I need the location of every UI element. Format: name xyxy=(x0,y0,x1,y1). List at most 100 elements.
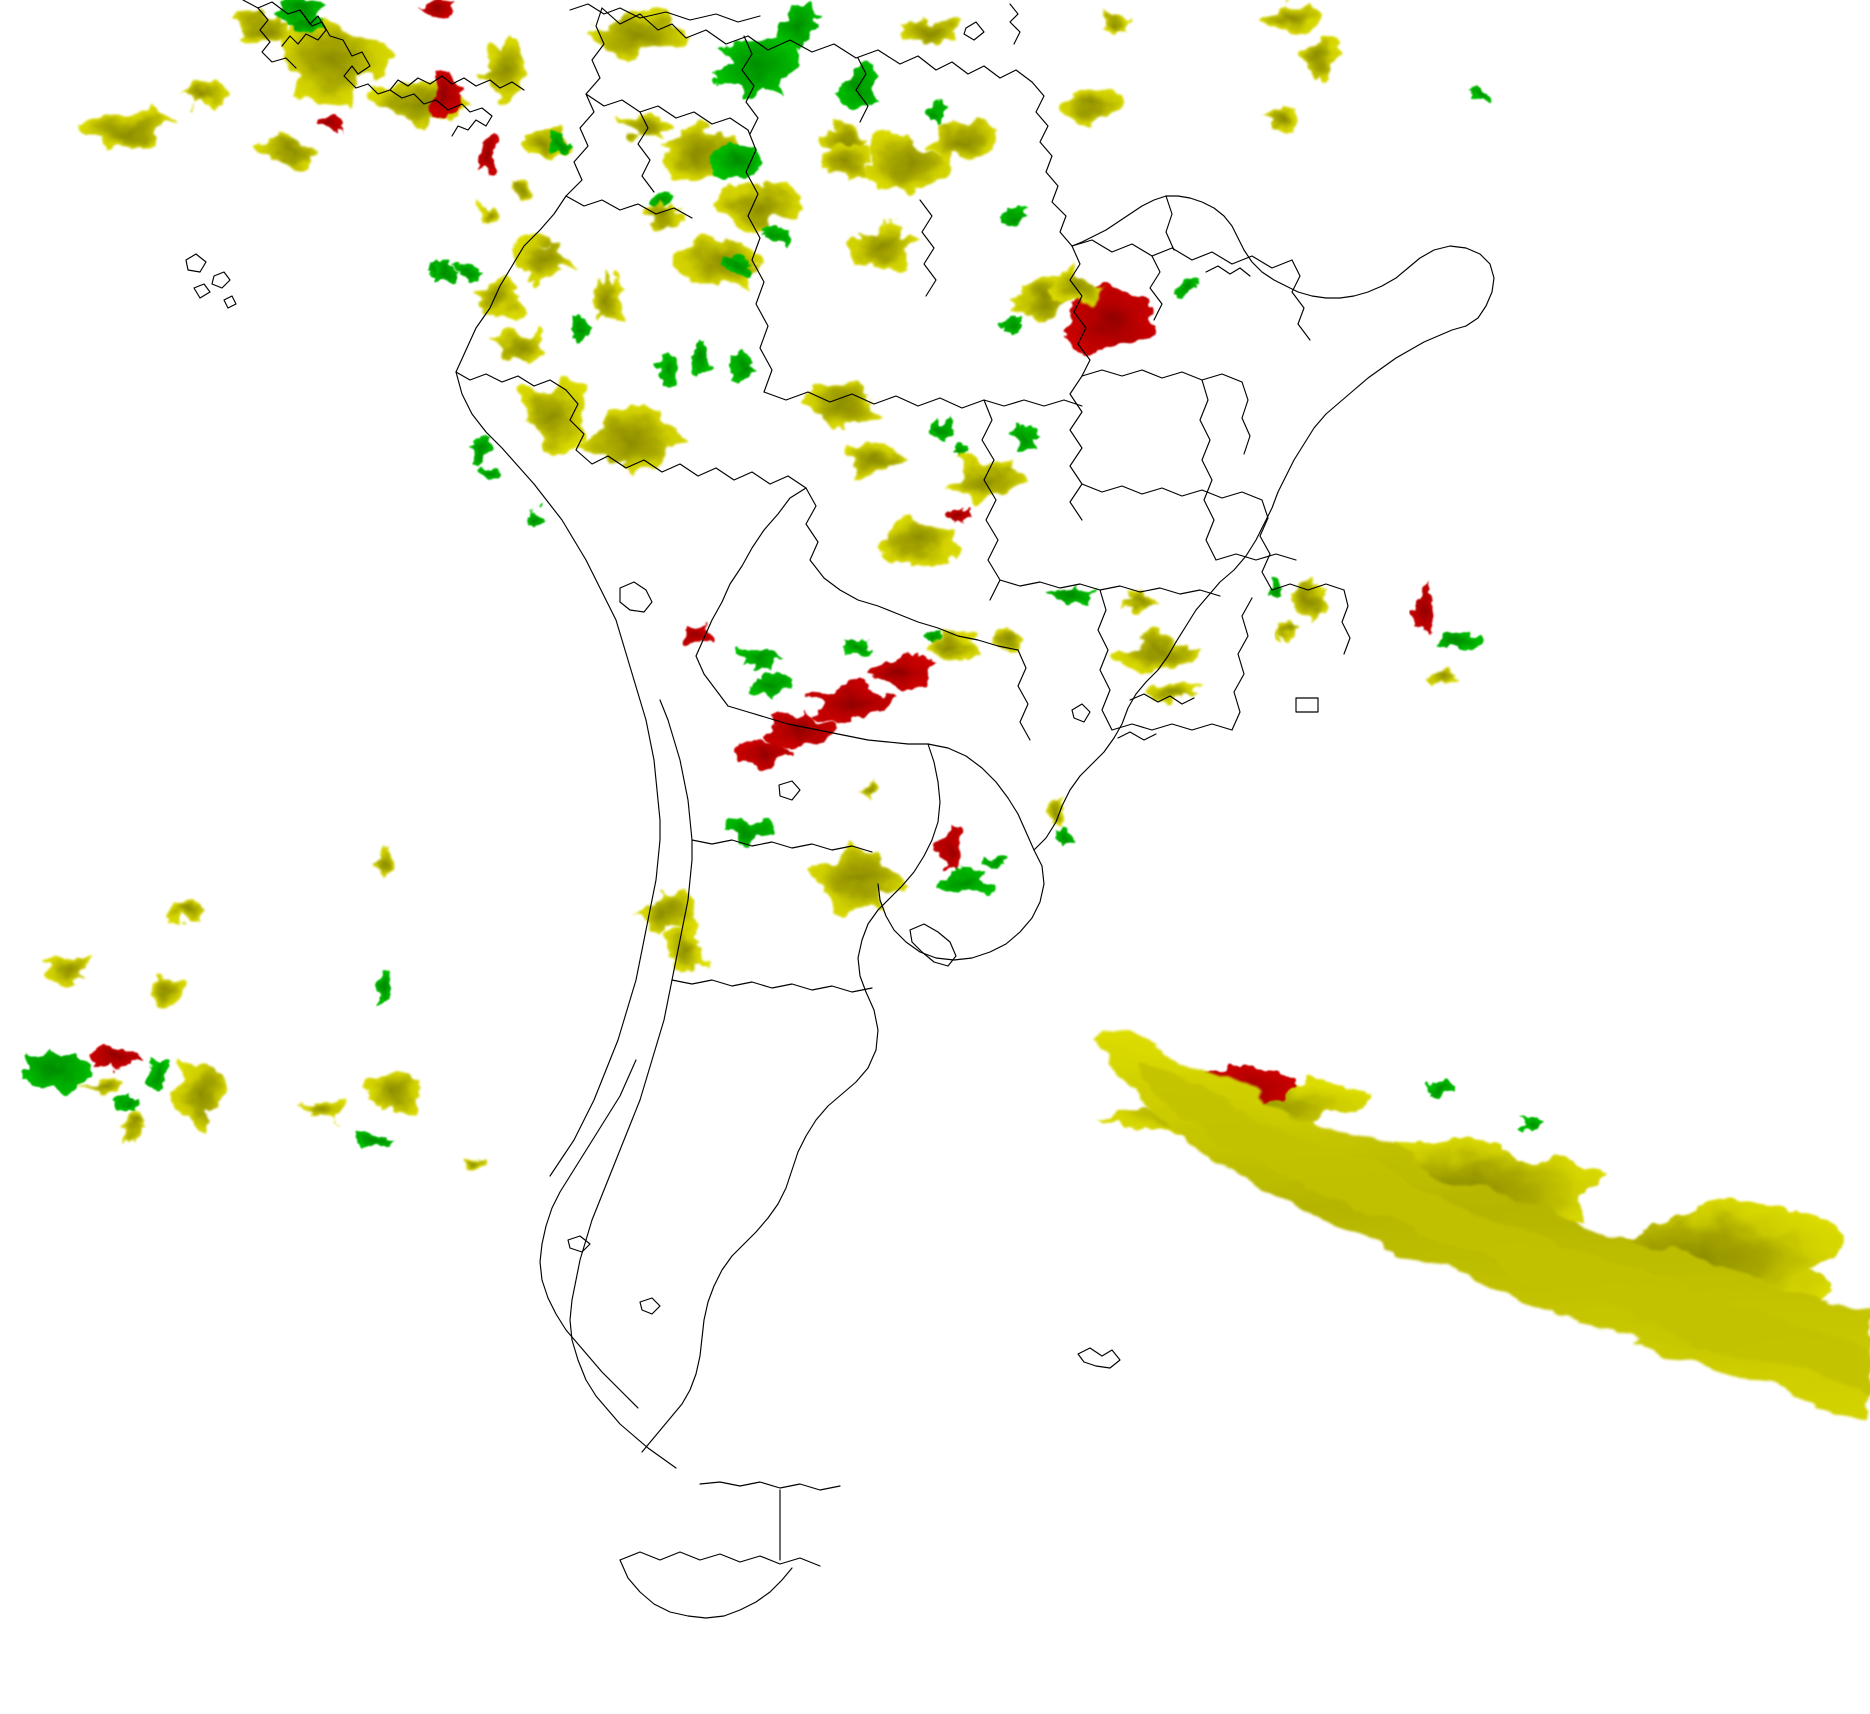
border-colombia-west xyxy=(455,7,605,373)
border-brz-state-11 xyxy=(1341,589,1351,655)
cluster-strong xyxy=(715,34,798,98)
cluster-severe xyxy=(1414,584,1433,636)
cluster-strong xyxy=(713,144,764,178)
border-paraguay-argentina xyxy=(857,743,941,993)
border-coast-detail-n xyxy=(1205,265,1251,277)
cluster-strong xyxy=(1469,86,1491,104)
cluster-strong xyxy=(982,855,1007,868)
cluster-strong xyxy=(691,338,710,375)
border-brz-state-7 xyxy=(1111,723,1233,731)
cluster-severe xyxy=(765,710,836,750)
border-tierra-del-fuego xyxy=(619,1551,821,1567)
border-trinidad xyxy=(963,21,985,41)
cluster-strong xyxy=(922,100,948,127)
cluster-strong xyxy=(1437,630,1481,652)
border-caribbean-islands xyxy=(569,3,761,23)
border-venezuela-interior2 xyxy=(855,57,869,123)
cluster-moderate xyxy=(819,141,873,184)
frontal-band-layer xyxy=(1098,1030,1870,1420)
cluster-moderate xyxy=(1145,681,1201,706)
cluster-strong xyxy=(841,638,875,655)
cluster-moderate xyxy=(45,953,96,987)
cluster-moderate xyxy=(473,281,525,320)
border-brazil-ne-coast xyxy=(1165,195,1495,327)
border-patagonia-fjords xyxy=(539,1059,639,1409)
cluster-strong xyxy=(376,966,394,1007)
border-amazonas-state xyxy=(745,129,773,393)
cluster-strong xyxy=(568,317,591,344)
border-colombia-brazil xyxy=(585,93,749,131)
border-peru-brazil xyxy=(565,389,807,489)
border-lake-small xyxy=(778,780,801,801)
border-brz-state-10 xyxy=(1271,583,1345,591)
cluster-moderate xyxy=(1429,669,1461,686)
border-colombia-interior xyxy=(637,111,655,193)
cluster-severe xyxy=(866,653,933,691)
cluster-moderate xyxy=(1046,796,1066,828)
cluster-strong xyxy=(1056,829,1073,847)
cluster-moderate xyxy=(929,114,995,167)
border-panama-coast xyxy=(389,75,525,91)
border-suriname-fguiana xyxy=(1149,255,1163,321)
cluster-moderate xyxy=(811,841,908,914)
border-brz-state-15 xyxy=(1165,195,1175,251)
cluster-severe xyxy=(808,682,897,723)
cluster-strong xyxy=(763,225,789,246)
frontal-band-core xyxy=(1140,1060,1870,1396)
border-brazil-north-coast xyxy=(1071,195,1167,247)
cluster-strong xyxy=(356,1132,396,1148)
cluster-strong xyxy=(432,260,461,283)
cluster-strong xyxy=(734,645,784,671)
border-patagonia-detail xyxy=(567,1235,591,1253)
cluster-moderate xyxy=(641,199,685,232)
border-brz-coast-detail xyxy=(1071,703,1091,723)
border-brz-state-9 xyxy=(1017,649,1031,741)
cluster-moderate xyxy=(512,232,578,283)
cluster-moderate xyxy=(232,11,298,44)
border-brz-river-detail xyxy=(1129,693,1195,705)
cluster-strong xyxy=(454,265,483,282)
cluster-strong xyxy=(286,13,325,31)
border-chile-north xyxy=(549,679,661,1177)
border-costa-rica xyxy=(281,9,327,47)
cluster-moderate xyxy=(1260,0,1319,31)
cluster-moderate xyxy=(81,1074,128,1094)
border-antilles xyxy=(1009,3,1021,45)
cluster-moderate xyxy=(256,133,326,168)
border-falkland-islands xyxy=(1077,1347,1121,1369)
cluster-moderate xyxy=(78,110,178,152)
border-arg-coast xyxy=(641,991,879,1453)
border-bolivia-brazil xyxy=(805,487,1019,651)
cluster-moderate xyxy=(175,79,227,109)
cluster-moderate xyxy=(460,1155,486,1171)
cluster-moderate xyxy=(927,633,976,662)
cluster-moderate xyxy=(478,203,500,226)
border-lake-titicaca xyxy=(619,581,653,613)
border-uruguay xyxy=(877,849,1045,961)
border-galapagos-3 xyxy=(193,283,211,299)
cluster-severe xyxy=(317,114,346,134)
cluster-severe xyxy=(418,0,456,19)
border-brz-state-12 xyxy=(1215,553,1297,561)
cluster-strong xyxy=(658,351,678,387)
cluster-severe xyxy=(936,824,963,873)
cluster-moderate xyxy=(856,781,875,801)
border-arg-interior-1 xyxy=(691,839,873,853)
cluster-strong xyxy=(998,315,1025,337)
border-brz-state-5 xyxy=(999,579,1221,597)
border-arg-small-lake xyxy=(639,1297,661,1315)
cluster-strong xyxy=(19,1046,94,1094)
cluster-strong xyxy=(949,438,971,459)
cluster-moderate xyxy=(715,181,803,233)
cluster-moderate xyxy=(1260,106,1305,134)
border-brz-state-3 xyxy=(1081,483,1263,501)
cluster-strong xyxy=(526,508,544,528)
cluster-strong xyxy=(724,253,752,277)
border-mato-grosso xyxy=(981,399,1001,601)
border-brz-state-13 xyxy=(983,399,1083,407)
cluster-moderate xyxy=(508,180,529,200)
cluster-moderate xyxy=(878,513,958,568)
